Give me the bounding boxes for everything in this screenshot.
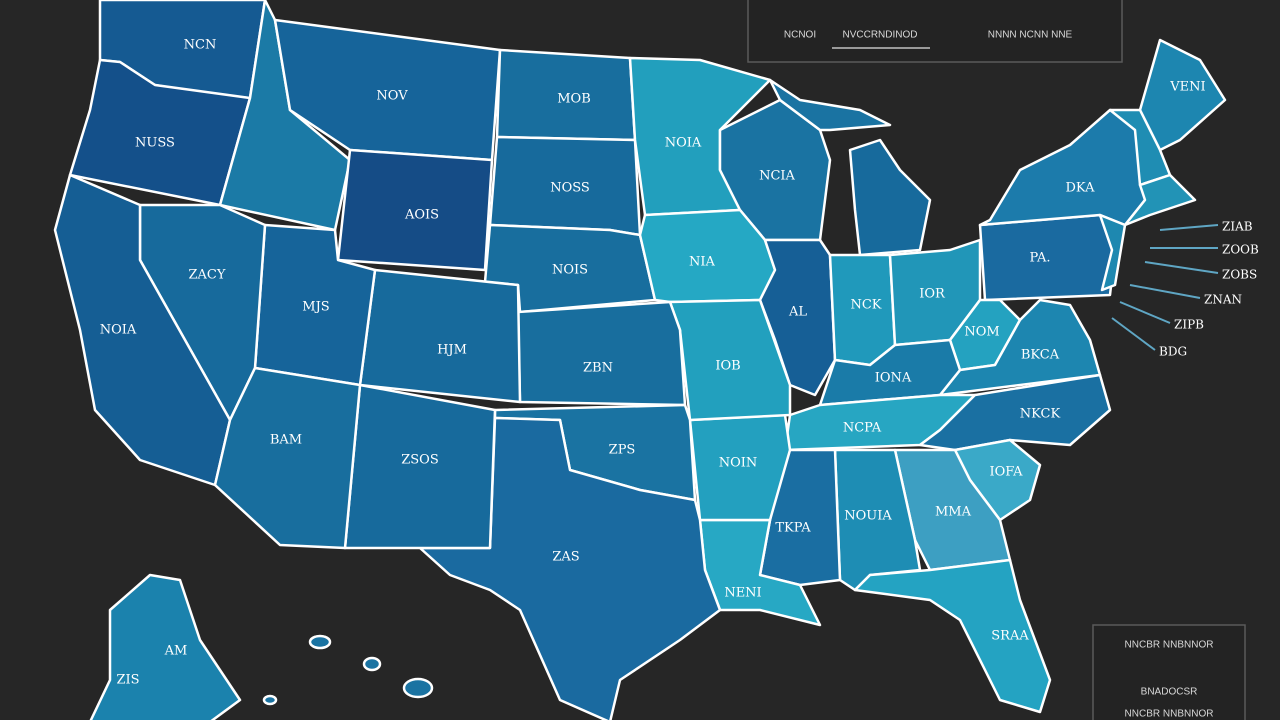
state-label: IONA <box>875 371 912 386</box>
state-label: MOB <box>557 92 591 107</box>
state-label: NCK <box>850 298 881 313</box>
state-label: ZSOS <box>401 453 439 468</box>
island <box>362 656 382 672</box>
state <box>53 173 232 487</box>
callout-label: ZOBS <box>1222 268 1257 282</box>
state <box>358 268 522 404</box>
legend-item: NNNN NCNN NNE <box>988 30 1073 41</box>
state-label: BAM <box>270 433 302 448</box>
state-label: ZBN <box>583 361 613 376</box>
states <box>53 0 1227 720</box>
state-label: NCN <box>184 38 217 53</box>
state <box>758 238 837 397</box>
state-labels: NCN NUSS NOV MOB NOSS AOIS NOIS NOIA NCIA NIA AL NC… <box>100 38 1206 688</box>
state-label: SRAA <box>991 629 1029 644</box>
inset-box <box>1092 624 1246 720</box>
state-label: AL <box>788 305 807 320</box>
state-label: NOM <box>964 325 999 340</box>
state <box>848 138 932 257</box>
state-label: VENI <box>1169 80 1205 95</box>
state-label: MMA <box>935 505 972 520</box>
state-label: ZACY <box>189 268 226 283</box>
callout-line <box>1159 224 1219 231</box>
inset-text: NNCBR NNBNNOR <box>1125 709 1214 720</box>
state <box>768 78 892 132</box>
state-label: IOB <box>715 359 740 374</box>
legend-box <box>747 0 1123 63</box>
state-label: NOIA <box>665 136 702 151</box>
state-label: AM <box>164 644 188 659</box>
state-label: ZPS <box>609 443 636 458</box>
state-label: PA. <box>1029 251 1050 266</box>
state-label: AOIS <box>404 208 439 223</box>
state-label: ZAS <box>552 550 579 565</box>
state-label: NCIA <box>759 169 795 184</box>
state <box>516 300 687 407</box>
state-label: BKCA <box>1021 348 1060 363</box>
state-label: NOIS <box>552 263 588 278</box>
state-label: ZIS <box>116 673 139 688</box>
state <box>893 448 1012 572</box>
callout-line <box>1119 301 1171 324</box>
state <box>1098 213 1127 292</box>
state-label: NOIN <box>719 456 758 471</box>
island <box>402 677 434 699</box>
island <box>262 694 278 706</box>
callout-line <box>1129 284 1201 299</box>
state-label: TKPA <box>775 521 811 536</box>
state-label: NUSS <box>135 136 175 151</box>
state-label: HJM <box>437 343 467 358</box>
state-label: NKCK <box>1020 407 1061 422</box>
callout-label: ZNAN <box>1204 293 1242 307</box>
state-label: IOR <box>919 287 946 302</box>
state-label: NIA <box>689 255 716 270</box>
state-label: NCPA <box>843 421 882 436</box>
callout-label: ZIAB <box>1222 220 1253 234</box>
callout-line <box>1111 317 1156 351</box>
state <box>418 416 722 720</box>
island <box>308 634 332 650</box>
legend-item: NCNOI <box>784 30 816 41</box>
legend-item: NVCCRNDINOD <box>843 30 918 41</box>
state-label: NOSS <box>550 181 590 196</box>
state-label: NOIA <box>100 323 137 338</box>
state-label: DKA <box>1066 181 1096 196</box>
callout-label: ZIPB <box>1174 318 1204 332</box>
callout-line <box>1144 261 1219 274</box>
state <box>978 108 1147 227</box>
state-label: NOV <box>376 89 408 104</box>
state-label: NENI <box>724 586 761 601</box>
inset-text: NNCBR NNBNNOR <box>1125 640 1214 651</box>
state <box>1123 173 1197 227</box>
callout-label: BDG <box>1159 345 1187 359</box>
state-label: IOFA <box>989 465 1023 480</box>
state-label: NOUIA <box>844 509 892 524</box>
inset-text: BNADOCSR <box>1141 687 1198 698</box>
callout-label: ZOOB <box>1222 243 1259 257</box>
state <box>213 366 362 550</box>
state <box>853 558 1052 714</box>
state-label: MJS <box>302 300 329 315</box>
state <box>89 573 242 720</box>
